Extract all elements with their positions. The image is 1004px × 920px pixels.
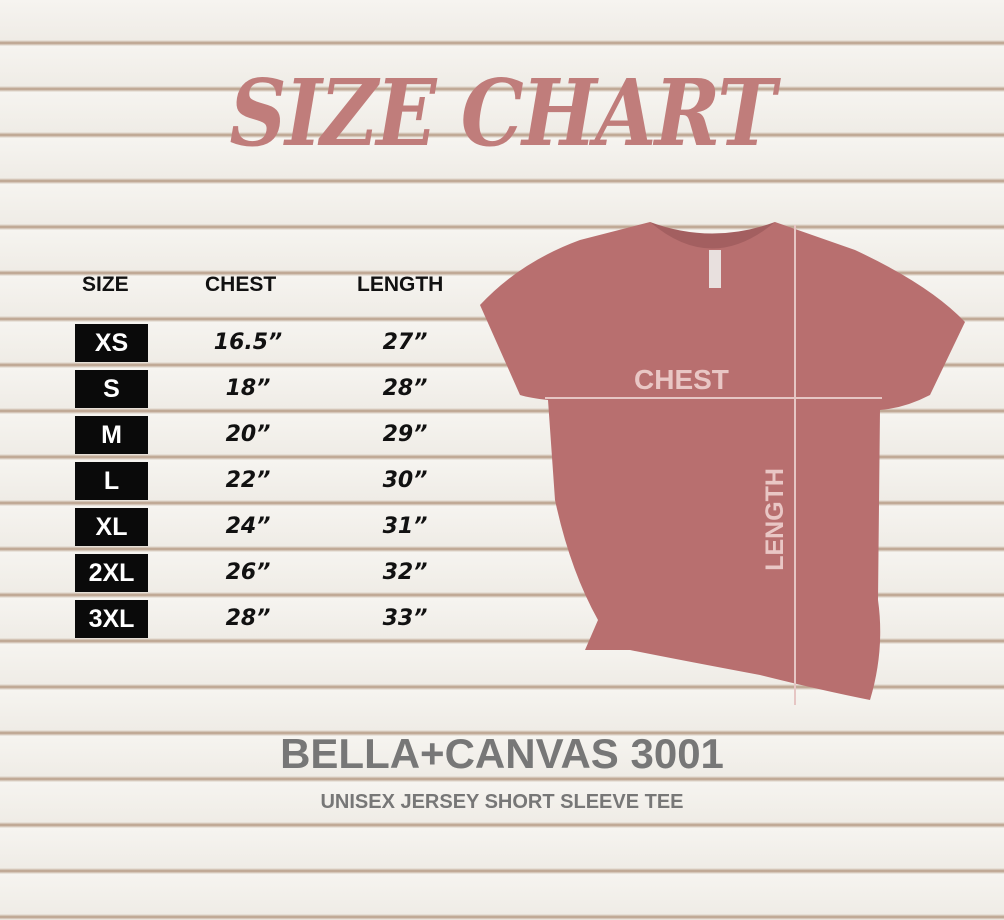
tshirt-collar [650,222,775,249]
size-badge: M [75,416,148,454]
tshirt-tag [709,250,721,288]
page-title: SIZE CHART [229,59,777,167]
chest-value: 18” [225,376,271,401]
header-chest: CHEST [205,273,277,296]
length-value: 31” [382,514,428,539]
length-label: LENGTH [761,468,789,571]
chest-value: 24” [225,514,271,539]
length-value: 27” [382,330,428,355]
chest-value: 28” [225,606,271,631]
chest-value: 26” [225,560,271,585]
size-badge: L [75,462,148,500]
brand-name: BELLA+CANVAS 3001 [280,730,724,777]
chest-value: 22” [225,468,271,493]
length-value: 29” [382,422,428,447]
header-size: SIZE [82,273,129,296]
product-subtitle: UNISEX JERSEY SHORT SLEEVE TEE [320,791,684,813]
length-value: 28” [382,376,428,401]
tshirt-shape [480,222,965,700]
size-badge: S [75,370,148,408]
chest-value: 20” [225,422,271,447]
size-badge: XS [75,324,148,362]
length-value: 33” [382,606,428,631]
chest-value: 16.5” [213,330,283,355]
size-badge: XL [75,508,148,546]
size-badge: 3XL [75,600,148,638]
length-value: 32” [382,560,428,585]
length-value: 30” [382,468,428,493]
size-badge: 2XL [75,554,148,592]
header-length: LENGTH [357,273,444,296]
chest-label: CHEST [634,364,729,395]
